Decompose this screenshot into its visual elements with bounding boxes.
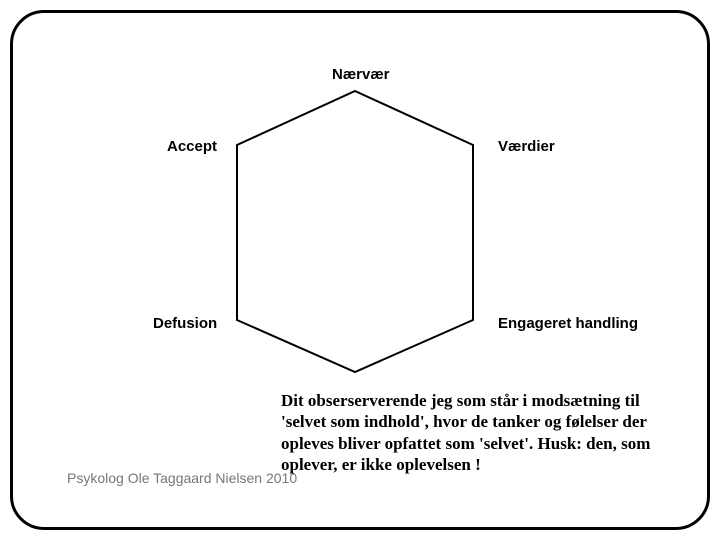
label-bottom-right: Engageret handling	[498, 315, 638, 332]
slide: Nærvær Accept Værdier Defusion Engageret…	[0, 0, 720, 540]
description-paragraph: Dit obserserverende jeg som står i modsæ…	[281, 390, 661, 475]
label-bottom-left: Defusion	[153, 315, 217, 332]
footer-credit: Psykolog Ole Taggaard Nielsen 2010	[67, 470, 297, 486]
label-top: Nærvær	[332, 66, 390, 83]
label-top-right: Værdier	[498, 138, 555, 155]
hexagon-polygon	[237, 91, 473, 372]
label-top-left: Accept	[167, 138, 217, 155]
